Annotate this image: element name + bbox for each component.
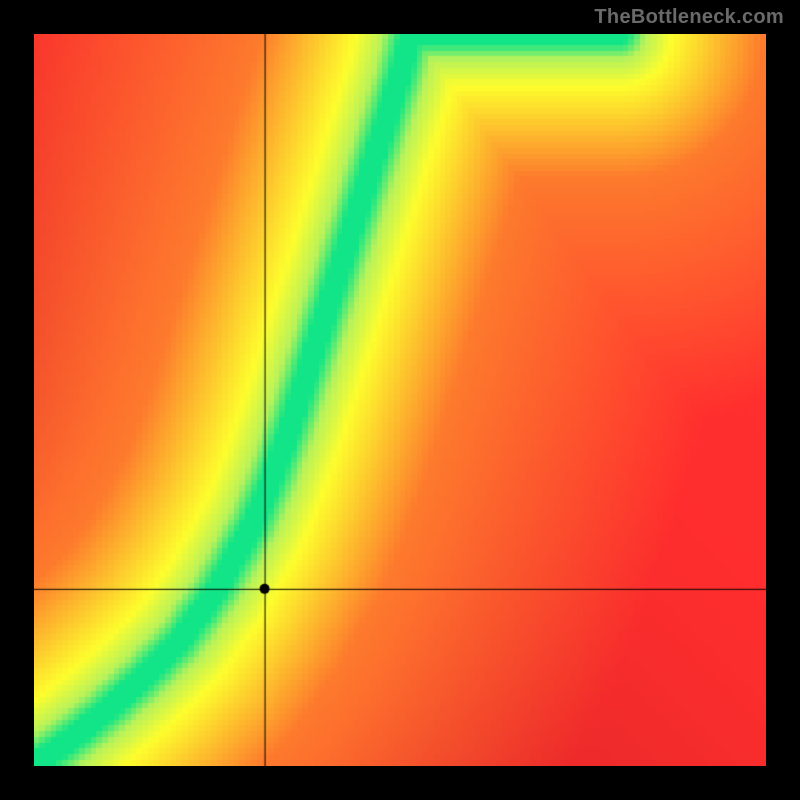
heatmap-canvas bbox=[34, 34, 766, 766]
heatmap-plot bbox=[34, 34, 766, 766]
watermark-text: TheBottleneck.com bbox=[594, 6, 784, 29]
